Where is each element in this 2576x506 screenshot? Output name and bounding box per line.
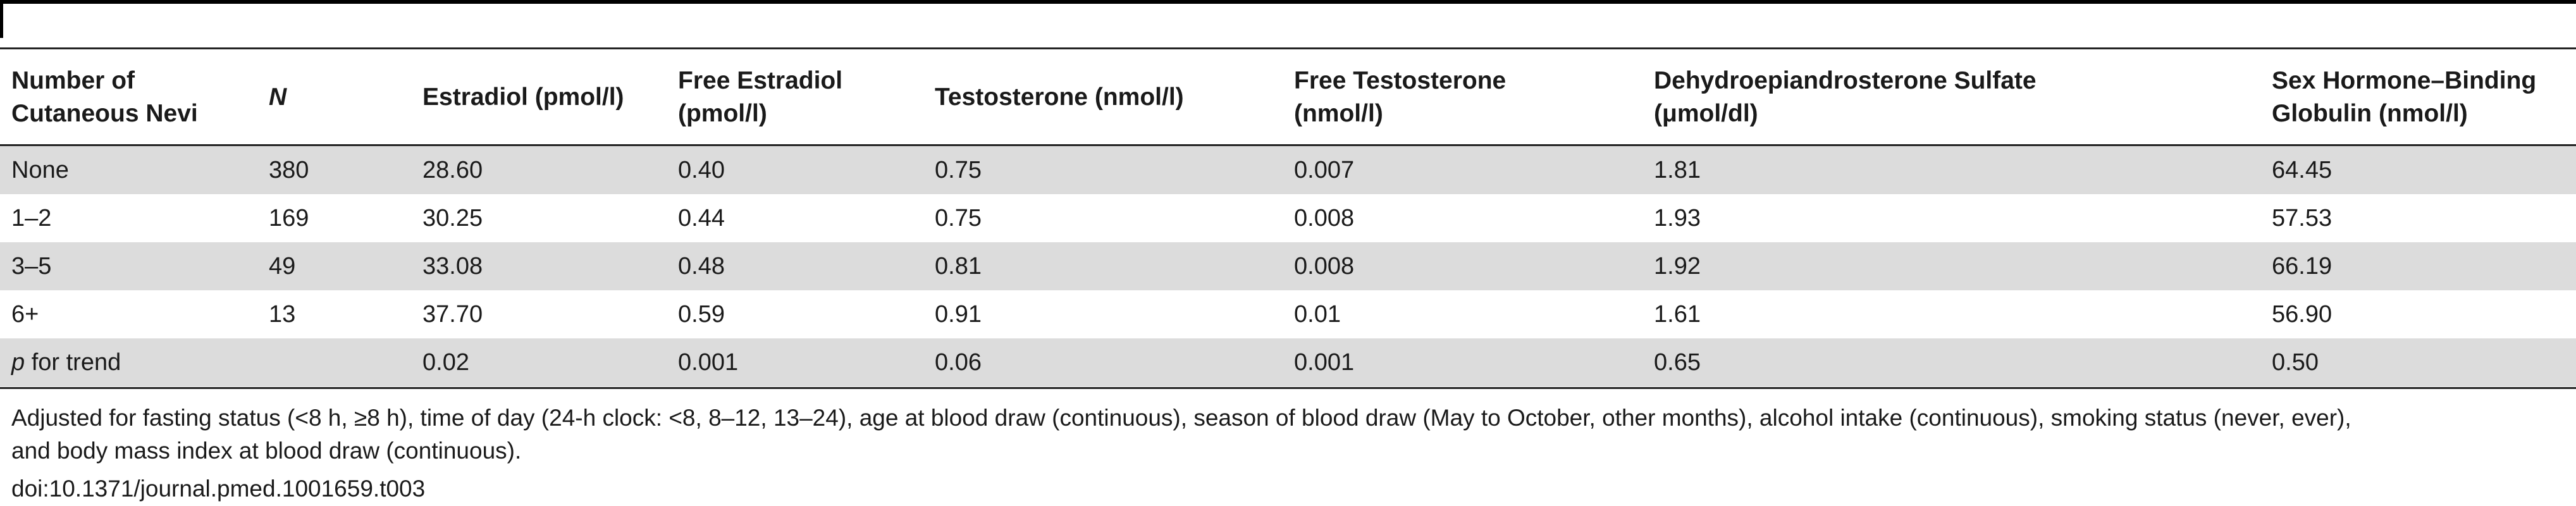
header-estradiol: Estradiol (pmol/l) <box>422 81 624 114</box>
cell-nevi: p for trend <box>11 338 121 386</box>
cell-free-testosterone: 0.001 <box>1294 349 1355 376</box>
cell-free-estradiol: 0.40 <box>678 157 725 183</box>
header-nevi-line1: Number of <box>11 67 135 94</box>
cell-dhea-sulfate: 1.81 <box>1654 157 1701 183</box>
cell-free-testosterone: 0.007 <box>1294 157 1355 183</box>
header-n: N <box>269 81 287 114</box>
cell-shbg: 64.45 <box>2272 157 2333 183</box>
cell-dhea-sulfate: 1.93 <box>1654 205 1701 231</box>
header-dhea-sulfate-line2: (μmol/dl) <box>1654 100 1758 127</box>
table-row: 6+ 13 37.70 0.59 0.91 0.01 1.61 56.90 <box>0 290 2576 338</box>
cell-n: 13 <box>269 301 296 328</box>
table-footnote: Adjusted for fasting status (<8 h, ≥8 h)… <box>11 402 2567 467</box>
cell-n: 380 <box>269 157 309 183</box>
doi-label: doi:10.1371/journal.pmed.1001659.t003 <box>11 476 426 502</box>
header-free-testosterone-line1: Free Testosterone <box>1294 67 1507 94</box>
table-row: p for trend 0.02 0.001 0.06 0.001 0.65 0… <box>0 338 2576 386</box>
header-shbg-line2: Globulin (nmol/l) <box>2272 100 2468 127</box>
cell-free-testosterone: 0.008 <box>1294 205 1355 231</box>
left-border <box>0 0 3 38</box>
header-top-rule <box>0 47 2576 49</box>
table-header: Number of Cutaneous Nevi N Estradiol (pm… <box>0 49 2576 144</box>
cell-nevi: 3–5 <box>11 253 52 280</box>
cell-dhea-sulfate: 1.61 <box>1654 301 1701 328</box>
cell-shbg: 66.19 <box>2272 253 2333 280</box>
cell-free-testosterone: 0.01 <box>1294 301 1341 328</box>
header-dhea-sulfate-line1: Dehydroepiandrosterone Sulfate <box>1654 67 2037 94</box>
cell-free-testosterone: 0.008 <box>1294 253 1355 280</box>
p-for-trend-label: p for trend <box>11 349 121 376</box>
cell-estradiol: 30.25 <box>422 205 483 231</box>
top-border <box>0 0 2576 4</box>
cell-testosterone: 0.91 <box>935 301 982 328</box>
header-testosterone: Testosterone (nmol/l) <box>935 81 1184 114</box>
cell-testosterone: 0.75 <box>935 157 982 183</box>
cell-n: 49 <box>269 253 296 280</box>
cell-estradiol: 0.02 <box>422 349 469 376</box>
header-free-estradiol-line2: (pmol/l) <box>678 100 767 127</box>
cell-free-estradiol: 0.48 <box>678 253 725 280</box>
header-estradiol-label: Estradiol (pmol/l) <box>422 83 624 111</box>
table-row: 1–2 169 30.25 0.44 0.75 0.008 1.93 57.53 <box>0 194 2576 242</box>
header-shbg: Sex Hormone–Binding Globulin (nmol/l) <box>2272 65 2536 130</box>
header-nevi-line2: Cutaneous Nevi <box>11 100 198 127</box>
cell-nevi: 6+ <box>11 301 39 328</box>
cell-testosterone: 0.81 <box>935 253 982 280</box>
cell-free-estradiol: 0.44 <box>678 205 725 231</box>
table-bottom-rule <box>0 387 2576 389</box>
header-free-testosterone: Free Testosterone (nmol/l) <box>1294 65 1506 130</box>
cell-testosterone: 0.06 <box>935 349 982 376</box>
cell-estradiol: 28.60 <box>422 157 483 183</box>
header-n-label: N <box>269 83 287 111</box>
cell-shbg: 56.90 <box>2272 301 2333 328</box>
table-row: None 380 28.60 0.40 0.75 0.007 1.81 64.4… <box>0 146 2576 194</box>
header-free-estradiol-line1: Free Estradiol <box>678 67 843 94</box>
cell-estradiol: 37.70 <box>422 301 483 328</box>
cell-estradiol: 33.08 <box>422 253 483 280</box>
header-free-testosterone-line2: (nmol/l) <box>1294 100 1383 127</box>
cell-dhea-sulfate: 1.92 <box>1654 253 1701 280</box>
header-nevi: Number of Cutaneous Nevi <box>11 65 198 130</box>
cell-free-estradiol: 0.001 <box>678 349 739 376</box>
header-testosterone-label: Testosterone (nmol/l) <box>935 83 1184 111</box>
cell-shbg: 57.53 <box>2272 205 2333 231</box>
cell-shbg: 0.50 <box>2272 349 2319 376</box>
cell-dhea-sulfate: 0.65 <box>1654 349 1701 376</box>
cell-nevi: 1–2 <box>11 205 52 231</box>
cell-n: 169 <box>269 205 309 231</box>
header-bottom-rule <box>0 144 2576 146</box>
header-shbg-line1: Sex Hormone–Binding <box>2272 67 2537 94</box>
footnote-line-2: and body mass index at blood draw (conti… <box>11 438 522 464</box>
cell-testosterone: 0.75 <box>935 205 982 231</box>
table-row: 3–5 49 33.08 0.48 0.81 0.008 1.92 66.19 <box>0 242 2576 290</box>
header-dhea-sulfate: Dehydroepiandrosterone Sulfate (μmol/dl) <box>1654 65 2037 130</box>
header-free-estradiol: Free Estradiol (pmol/l) <box>678 65 842 130</box>
cell-nevi: None <box>11 157 69 183</box>
footnote-line-1: Adjusted for fasting status (<8 h, ≥8 h)… <box>11 405 2351 431</box>
cell-free-estradiol: 0.59 <box>678 301 725 328</box>
